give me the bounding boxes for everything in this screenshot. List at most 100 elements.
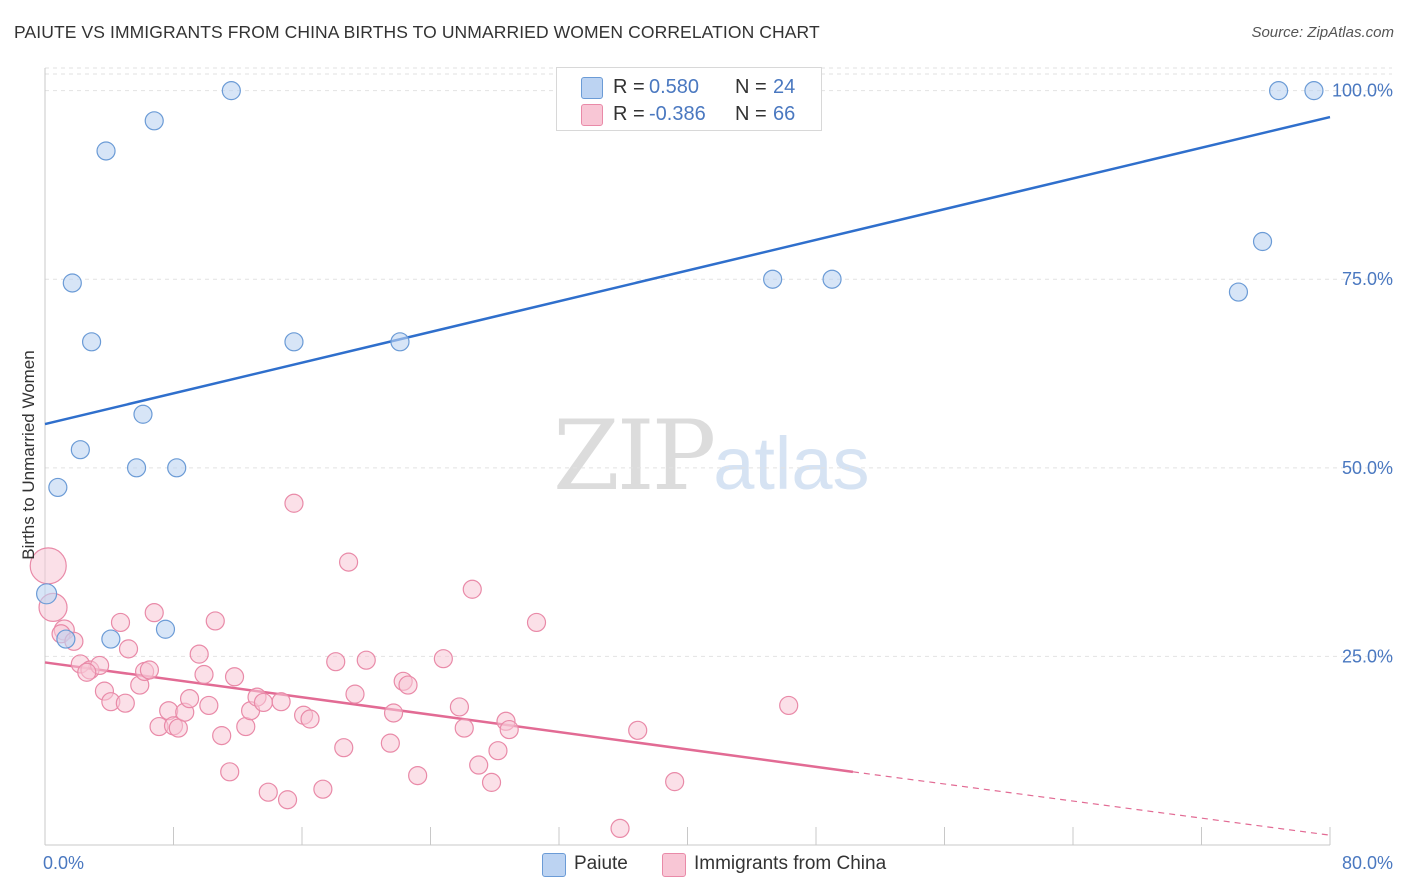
paiute-point [284, 332, 304, 352]
y-tick-label: 25.0% [1342, 646, 1393, 666]
watermark: ZIPatlas [553, 400, 870, 512]
y-axis-title: Births to Unmarried Women [19, 350, 38, 559]
paiute-point [390, 332, 410, 352]
chart-title: PAIUTE VS IMMIGRANTS FROM CHINA BIRTHS T… [14, 22, 820, 42]
bottom-legend: Paiute Immigrants from China [0, 852, 1406, 878]
china-point [398, 675, 418, 695]
x-tick-label: 80.0% [1342, 853, 1393, 873]
x-tick-label: 0.0% [43, 853, 84, 873]
paiute-point [822, 269, 842, 289]
paiute-point [48, 477, 68, 498]
axis-layer [44, 68, 1331, 846]
paiute-point [133, 404, 153, 424]
china-point [462, 579, 482, 599]
legend-r-value: -0.386 [649, 103, 706, 125]
china-point [205, 611, 225, 631]
paiute-point [101, 629, 121, 649]
china-point [110, 612, 131, 633]
y-tick-label: 75.0% [1342, 269, 1393, 289]
china-point [665, 772, 685, 792]
y-tick-label: 100.0% [1332, 81, 1393, 101]
china-point [277, 790, 298, 810]
paiute-point [1228, 282, 1249, 302]
china-point [258, 782, 278, 802]
paiute-trend-line [44, 115, 1331, 426]
watermark-zip: ZIP [553, 400, 716, 512]
china-point [499, 719, 519, 740]
china-point [356, 650, 376, 670]
paiute-point [1252, 231, 1273, 252]
china-point [300, 709, 320, 729]
china-point [115, 693, 135, 713]
china-point [199, 695, 219, 716]
china-point [779, 695, 799, 716]
china-point [383, 703, 404, 723]
paiute-point [763, 269, 783, 289]
legend: R = 0.580 N = 24 R = -0.386 N = 66 [556, 67, 822, 131]
china-point [610, 818, 630, 839]
paiute-point [36, 583, 58, 605]
china-point [488, 741, 508, 761]
china-point [284, 493, 304, 513]
legend-n-value: 66 [773, 103, 796, 125]
paiute-point [62, 273, 82, 293]
china-point [118, 639, 139, 659]
china-trend-extension [852, 771, 1331, 836]
legend-r-label: R = [613, 76, 645, 98]
paiute-point [1304, 81, 1324, 101]
legend-r-value: 0.580 [649, 76, 700, 98]
china-point [253, 692, 274, 713]
china-point [212, 726, 232, 746]
bottom-legend-label-china: Immigrants from China [694, 853, 887, 874]
y-tick-label: 50.0% [1342, 458, 1393, 478]
trend-layer [44, 115, 1331, 836]
china-point [224, 667, 245, 687]
paiute-point [167, 458, 187, 478]
paiute-point [1268, 81, 1289, 101]
legend-swatch-paiute [581, 77, 603, 99]
legend-r-label: R = [613, 103, 645, 125]
china-point [469, 755, 489, 775]
legend-swatch-china [581, 104, 603, 126]
china-point [380, 733, 400, 753]
paiute-points [36, 81, 1324, 649]
china-point [454, 718, 474, 738]
bottom-legend-swatch-china [662, 853, 686, 877]
bottom-legend-label-paiute: Paiute [574, 853, 628, 874]
paiute-point [56, 629, 76, 649]
china-point [481, 772, 502, 792]
paiute-point [221, 81, 241, 101]
paiute-point [144, 111, 164, 131]
china-point [220, 762, 240, 782]
grid-layer [45, 67, 1392, 657]
watermark-atlas: atlas [713, 422, 870, 505]
china-points [29, 493, 799, 839]
china-point [526, 612, 547, 633]
china-trend-line [44, 661, 854, 774]
china-point [433, 649, 453, 669]
legend-n-value: 24 [773, 76, 796, 98]
china-point [271, 692, 291, 712]
china-point [628, 720, 648, 740]
china-point [77, 662, 97, 682]
paiute-point [70, 440, 90, 460]
bottom-legend-swatch-paiute [542, 853, 566, 877]
china-point [334, 738, 354, 758]
paiute-point [126, 458, 147, 478]
legend-n-label: N = [735, 103, 767, 125]
china-point [408, 765, 428, 786]
china-point [144, 603, 164, 623]
china-point [449, 697, 470, 717]
paiute-point [81, 332, 102, 352]
china-point [313, 779, 333, 799]
china-point [179, 689, 200, 709]
legend-n-label: N = [735, 76, 767, 98]
label-layer: 25.0% 50.0% 75.0% 100.0% 0.0% 80.0% [43, 81, 1393, 873]
chart-source: Source: ZipAtlas.com [1251, 24, 1394, 41]
china-point [139, 660, 160, 680]
china-point [194, 664, 214, 685]
china-point [236, 716, 256, 737]
china-point [326, 652, 346, 672]
china-point [189, 644, 209, 664]
